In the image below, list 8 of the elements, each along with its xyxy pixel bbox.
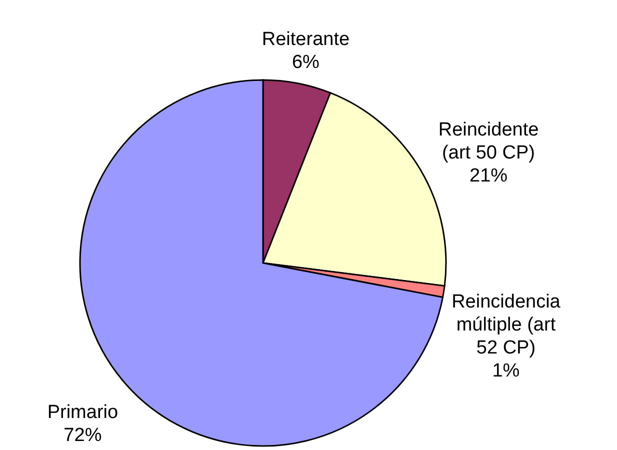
slice-label: Reincidencia múltiple (art 52 CP) — [452, 291, 561, 358]
slice-label: Primario — [47, 402, 118, 424]
slice-label: Reiterante — [262, 29, 350, 50]
slice-label: Reincidente (art 50 CP) — [438, 120, 539, 164]
data-label: 1% — [492, 360, 520, 382]
data-label: 72% — [64, 425, 102, 446]
data-label: 6% — [292, 52, 320, 74]
data-label: 21% — [470, 166, 508, 187]
